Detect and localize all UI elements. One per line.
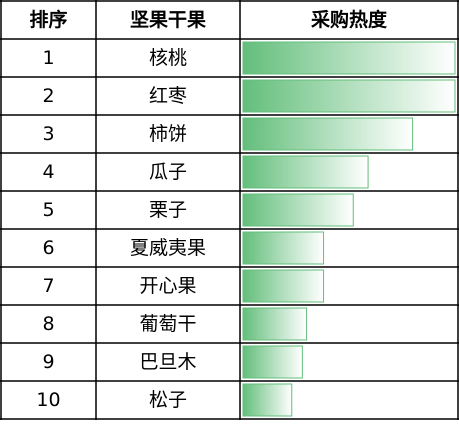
column-header: 坚果干果 — [130, 9, 206, 31]
rank: 7 — [42, 275, 54, 297]
bar — [242, 41, 456, 75]
bar — [242, 155, 369, 189]
rank: 8 — [42, 313, 54, 335]
rank: 2 — [42, 85, 54, 107]
nut-name: 红枣 — [149, 85, 187, 107]
rank: 3 — [42, 123, 54, 145]
rank: 9 — [42, 351, 54, 373]
rank: 6 — [42, 237, 54, 259]
nut-name: 巴旦木 — [139, 351, 196, 373]
bar — [242, 383, 293, 417]
rank: 4 — [42, 161, 54, 183]
bar — [242, 79, 456, 113]
nut-name: 葡萄干 — [139, 313, 196, 335]
rank: 10 — [36, 389, 60, 411]
bar — [242, 307, 308, 341]
bar — [242, 193, 354, 227]
bar — [242, 269, 325, 303]
column-header: 采购热度 — [311, 8, 388, 31]
bar — [242, 231, 325, 265]
nut-name: 松子 — [149, 389, 187, 411]
bar — [242, 345, 303, 379]
nut-name: 夏威夷果 — [130, 237, 206, 259]
nut-name: 柿饼 — [149, 123, 187, 145]
bar — [242, 117, 414, 151]
nut-name: 栗子 — [149, 199, 187, 221]
rank: 5 — [42, 199, 54, 221]
rank: 1 — [42, 47, 54, 69]
column-header: 排序 — [29, 8, 67, 31]
nut-name: 开心果 — [139, 275, 196, 297]
nut-name: 瓜子 — [149, 161, 187, 183]
nut-name: 核桃 — [149, 47, 187, 69]
